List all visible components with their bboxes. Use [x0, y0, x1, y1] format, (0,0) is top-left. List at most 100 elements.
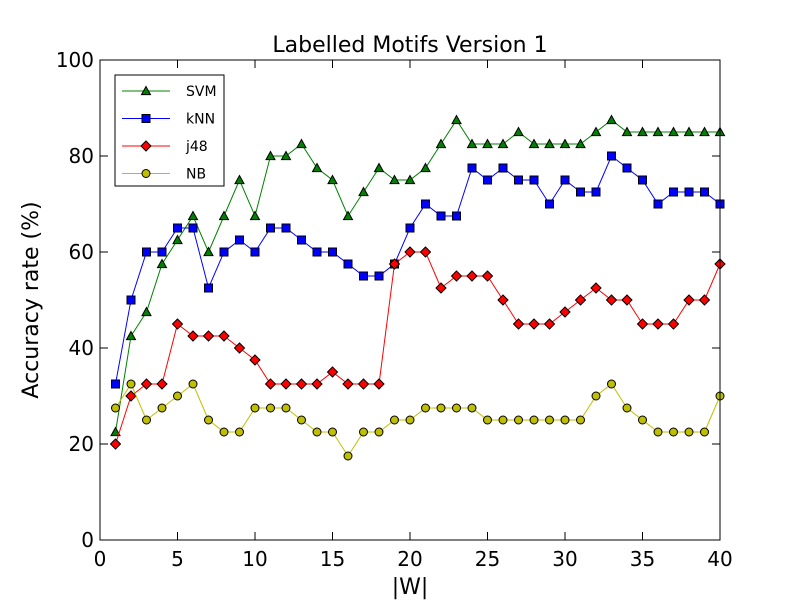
series-line-svm — [115, 119, 720, 433]
data-point-svm — [590, 126, 602, 137]
data-point-knn — [452, 211, 461, 221]
series-nb — [111, 379, 725, 461]
data-point-knn — [669, 187, 678, 197]
data-point-knn — [359, 271, 368, 281]
data-point-j48 — [574, 294, 587, 306]
data-point-j48 — [311, 378, 323, 390]
data-point-j48 — [497, 294, 509, 306]
data-point-svm — [296, 138, 307, 149]
data-point-svm — [497, 138, 509, 149]
data-point-knn — [467, 163, 477, 173]
data-point-nb — [297, 415, 306, 425]
x-tick-label: 30 — [552, 547, 577, 571]
data-point-svm — [172, 234, 183, 245]
data-point-nb — [591, 391, 601, 401]
data-point-j48 — [683, 294, 695, 306]
data-point-j48 — [373, 378, 385, 390]
data-point-j48 — [295, 378, 308, 390]
data-point-knn — [126, 295, 136, 305]
data-point-svm — [544, 138, 555, 149]
data-point-j48 — [652, 318, 664, 330]
data-point-j48 — [109, 438, 122, 450]
data-point-j48 — [326, 366, 339, 378]
data-point-svm — [466, 138, 478, 149]
data-point-knn — [235, 235, 244, 245]
data-point-svm — [482, 138, 493, 149]
data-point-j48 — [450, 270, 463, 282]
data-point-nb — [328, 427, 337, 437]
data-point-nb — [576, 415, 585, 425]
data-point-j48 — [357, 378, 370, 390]
data-point-knn — [173, 223, 182, 233]
data-point-j48 — [156, 378, 168, 390]
data-point-nb — [684, 427, 694, 437]
data-point-j48 — [218, 330, 230, 342]
data-point-nb — [607, 379, 616, 389]
data-point-svm — [373, 162, 385, 173]
data-point-svm — [404, 174, 416, 185]
data-point-nb — [498, 415, 508, 425]
data-point-nb — [173, 391, 182, 401]
data-point-nb — [421, 403, 430, 413]
data-point-svm — [187, 210, 199, 221]
data-point-j48 — [280, 378, 292, 390]
data-point-nb — [529, 415, 539, 425]
data-point-nb — [405, 415, 415, 425]
ticks-layer: 0 5 10 15 20 25 30 35 40 0 20 40 60 80 100 — [56, 48, 733, 571]
y-tick-label: 0 — [81, 528, 94, 552]
data-point-knn — [421, 199, 430, 209]
data-point-knn — [343, 259, 353, 269]
data-point-j48 — [636, 318, 649, 330]
data-point-knn — [204, 283, 213, 293]
data-point-knn — [405, 223, 415, 233]
data-point-svm — [575, 138, 586, 149]
data-point-knn — [529, 175, 539, 185]
data-point-nb — [514, 415, 523, 425]
legend-marker — [140, 85, 152, 96]
x-axis-label: |W| — [392, 575, 429, 600]
data-point-nb — [669, 427, 678, 437]
y-tick-label: 40 — [69, 336, 94, 360]
data-point-knn — [266, 223, 275, 233]
data-point-j48 — [187, 330, 199, 342]
data-point-j48 — [404, 246, 416, 258]
data-point-svm — [342, 210, 354, 221]
data-point-svm — [637, 126, 648, 137]
legend-marker — [141, 169, 151, 178]
data-point-j48 — [590, 282, 602, 294]
legend-item-j48: j48 — [122, 139, 208, 155]
data-point-svm — [420, 162, 431, 173]
data-point-nb — [266, 403, 275, 413]
data-point-nb — [700, 427, 709, 437]
legend-item-nb: NB — [122, 167, 206, 183]
data-point-knn — [281, 223, 291, 233]
data-point-j48 — [171, 318, 184, 330]
data-point-svm — [528, 138, 540, 149]
data-point-nb — [142, 415, 151, 425]
data-point-knn — [219, 247, 229, 257]
data-point-nb — [483, 415, 492, 425]
data-point-knn — [297, 235, 306, 245]
data-point-j48 — [140, 378, 153, 390]
data-point-nb — [545, 415, 554, 425]
data-point-knn — [684, 187, 694, 197]
data-point-svm — [156, 258, 168, 269]
data-point-j48 — [419, 246, 432, 258]
data-point-j48 — [605, 294, 618, 306]
data-point-j48 — [202, 330, 215, 342]
data-point-svm — [621, 126, 633, 137]
y-axis-label: Accuracy rate (%) — [19, 201, 44, 398]
data-point-nb — [157, 403, 167, 413]
y-tick-label: 60 — [69, 240, 94, 264]
data-point-nb — [343, 451, 353, 461]
x-tick-label: 20 — [397, 547, 422, 571]
series-layer — [109, 114, 726, 461]
x-tick-label: 0 — [94, 547, 107, 571]
data-point-j48 — [559, 306, 571, 318]
y-tick-label: 20 — [69, 432, 94, 456]
data-point-knn — [514, 175, 523, 185]
data-point-knn — [188, 223, 198, 233]
data-point-knn — [576, 187, 585, 197]
data-point-knn — [622, 163, 632, 173]
